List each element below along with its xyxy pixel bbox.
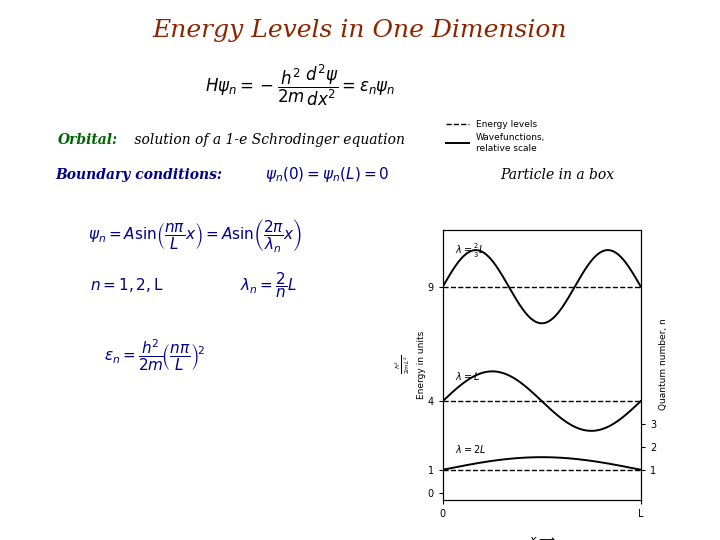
Text: $\lambda = \frac{2}{3}L$: $\lambda = \frac{2}{3}L$ bbox=[455, 242, 485, 260]
Text: $n=1,2,\mathsf{L}$: $n=1,2,\mathsf{L}$ bbox=[90, 276, 163, 294]
Y-axis label: Quantum number, n: Quantum number, n bbox=[659, 319, 668, 410]
Y-axis label: Energy in units: Energy in units bbox=[418, 330, 426, 399]
Text: $\psi_n = A\sin\!\left(\dfrac{n\pi}{L}x\right) = A\sin\!\left(\dfrac{2\pi}{\lamb: $\psi_n = A\sin\!\left(\dfrac{n\pi}{L}x\… bbox=[88, 217, 302, 253]
Text: Boundary conditions:: Boundary conditions: bbox=[55, 168, 222, 182]
Text: Orbital:: Orbital: bbox=[58, 133, 118, 147]
Legend: Energy levels, Wavefunctions,
relative scale: Energy levels, Wavefunctions, relative s… bbox=[443, 116, 549, 156]
Text: Particle in a box: Particle in a box bbox=[500, 168, 614, 182]
Text: $\psi_n\left(0\right)=\psi_n\left(L\right)=0$: $\psi_n\left(0\right)=\psi_n\left(L\righ… bbox=[265, 165, 390, 185]
Text: solution of a 1-e Schrodinger equation: solution of a 1-e Schrodinger equation bbox=[130, 133, 405, 147]
Text: $x\longrightarrow$: $x\longrightarrow$ bbox=[528, 535, 555, 540]
Text: $H\psi_n = -\dfrac{h^2}{2m}\dfrac{d^2\psi}{dx^2} = \varepsilon_n\psi_n$: $H\psi_n = -\dfrac{h^2}{2m}\dfrac{d^2\ps… bbox=[204, 62, 395, 107]
Text: Energy Levels in One Dimension: Energy Levels in One Dimension bbox=[153, 18, 567, 42]
Text: $\lambda_n = \dfrac{2}{n}L$: $\lambda_n = \dfrac{2}{n}L$ bbox=[240, 270, 297, 300]
Text: $\lambda = L$: $\lambda = L$ bbox=[455, 370, 480, 382]
Text: $\frac{\hbar^2}{2mL^2}$: $\frac{\hbar^2}{2mL^2}$ bbox=[394, 355, 413, 374]
Text: $\varepsilon_n = \dfrac{h^2}{2m}\!\left(\dfrac{n\pi}{L}\right)^{\!2}$: $\varepsilon_n = \dfrac{h^2}{2m}\!\left(… bbox=[104, 338, 205, 373]
Text: $\lambda = 2L$: $\lambda = 2L$ bbox=[455, 443, 486, 455]
